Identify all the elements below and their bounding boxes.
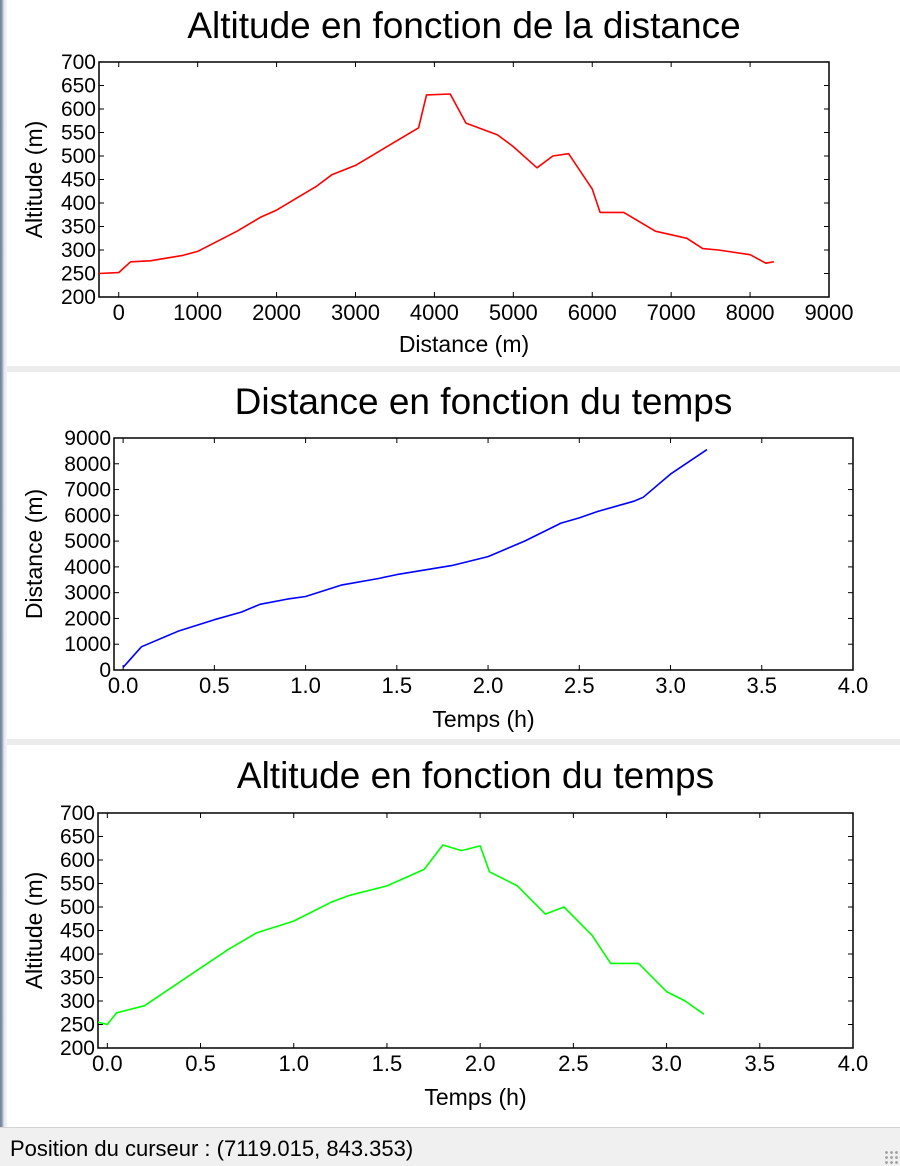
y-tick-label: 400 [60,943,95,966]
window-left-edge [0,0,7,1127]
y-tick-label: 200 [61,286,96,309]
y-tick-label: 350 [60,967,95,990]
distance-time-panel: Distance en fonction du temps 0.0 0.5 1.0 1.… [7,372,900,739]
y-tick-label: 2000 [64,607,111,630]
x-tick-label: 0.5 [199,673,230,698]
cursor-position-readout: Position du curseur : (7119.015, 843.353… [10,1136,413,1162]
y-tick-label: 700 [60,802,95,825]
x-tick-label: 3000 [331,300,380,325]
y-tick-label: 700 [61,51,96,74]
x-tick-label: 2000 [252,300,301,325]
y-tick-label: 0 [99,659,111,682]
resize-grip-icon[interactable] [884,1150,898,1164]
x-axis-label: Temps (h) [424,1084,526,1110]
x-tick-label: 3.5 [744,1051,775,1076]
y-tick-label: 3000 [64,582,111,605]
y-tick-label: 300 [60,990,95,1013]
status-bar: Position du curseur : (7119.015, 843.353… [0,1127,900,1166]
x-tick-label: 2.0 [473,673,504,698]
x-tick-label: 6000 [568,300,617,325]
y-tick-label: 550 [60,873,95,896]
x-axis-label: Distance (m) [399,331,529,357]
y-tick-label: 250 [61,263,96,286]
chart-title: Altitude en fonction de la distance [187,5,740,46]
series-line [98,93,774,275]
x-tick-label: 1.5 [382,673,413,698]
y-tick-label: 7000 [64,479,111,502]
altitude-time-panel: Altitude en fonction du temps 0.0 0.5 1.0 1.… [7,745,900,1127]
x-tick-label: 0.0 [92,1051,123,1076]
x-tick-label: 1.0 [290,673,321,698]
y-tick-label: 200 [60,1037,95,1060]
y-tick-label: 9000 [64,427,111,450]
chart-title: Distance en fonction du temps [235,381,733,422]
y-axis-label: Altitude (m) [21,872,47,990]
altitude-distance-panel: Altitude en fonction de la distance 0 1000… [7,0,900,366]
y-axis-label: Altitude (m) [21,121,47,239]
x-tick-label: 9000 [805,300,854,325]
y-tick-label: 450 [60,920,95,943]
series-line [97,844,705,1026]
plot-frame [97,812,854,1049]
y-tick-label: 600 [61,98,96,121]
x-tick-label: 2.5 [564,673,595,698]
y-tick-label: 550 [61,122,96,145]
x-tick-label: 0.5 [185,1051,216,1076]
panel-separator [7,739,900,745]
x-tick-label: 7000 [647,300,696,325]
y-tick-label: 600 [60,849,95,872]
y-tick-label: 5000 [64,530,111,553]
series-line [122,448,708,668]
x-tick-label: 4.0 [838,673,869,698]
chart-title: Altitude en fonction du temps [237,755,714,796]
y-axis-label: Distance (m) [21,489,47,619]
y-tick-label: 4000 [64,556,111,579]
y-tick-label: 450 [61,169,96,192]
cursor-position-label: Position du curseur : [10,1136,211,1161]
y-tick-label: 650 [60,826,95,849]
cursor-position-value: (7119.015, 843.353) [216,1136,414,1161]
y-tick-label: 500 [61,145,96,168]
x-tick-label: 2.5 [558,1051,589,1076]
x-tick-label: 5000 [489,300,538,325]
panel-separator [7,366,900,372]
y-tick-label: 1000 [64,633,111,656]
x-tick-label: 3.5 [746,673,777,698]
y-tick-label: 8000 [64,453,111,476]
plot-frame [113,437,854,671]
plot-frame [98,61,830,298]
x-tick-label: 4.0 [838,1051,869,1076]
y-tick-label: 6000 [64,504,111,527]
x-tick-label: 1.5 [372,1051,403,1076]
altitude-distance-chart: Altitude en fonction de la distance 0 1000… [21,5,854,357]
x-tick-label: 0.0 [108,673,139,698]
altitude-time-chart: Altitude en fonction du temps 0.0 0.5 1.0 1.… [21,755,869,1110]
y-tick-label: 250 [60,1014,95,1037]
y-tick-label: 500 [60,896,95,919]
y-tick-label: 350 [61,216,96,239]
x-tick-label: 8000 [726,300,775,325]
x-tick-label: 3.0 [655,673,686,698]
x-tick-label: 4000 [410,300,459,325]
distance-time-chart: Distance en fonction du temps 0.0 0.5 1.0 1.… [21,381,869,732]
x-tick-label: 1.0 [278,1051,309,1076]
y-tick-label: 400 [61,192,96,215]
x-tick-label: 2.0 [465,1051,496,1076]
x-tick-label: 3.0 [651,1051,682,1076]
x-tick-label: 1000 [173,300,222,325]
y-tick-label: 300 [61,239,96,262]
y-tick-label: 650 [61,75,96,98]
x-tick-label: 0 [113,300,125,325]
x-axis-label: Temps (h) [432,706,534,732]
